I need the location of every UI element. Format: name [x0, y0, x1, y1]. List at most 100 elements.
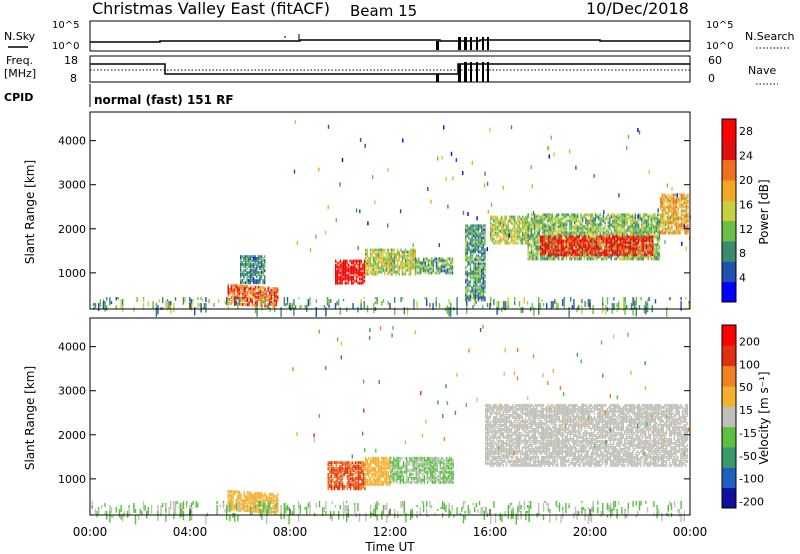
velocity-colorbar-segment: [722, 365, 736, 387]
velocity-colorbar-segment: [722, 345, 736, 367]
velocity-scatter-region: [327, 461, 366, 491]
time-tick-label: 16:00: [473, 525, 508, 539]
time-tick-label: 00:00: [673, 525, 708, 539]
date-label: 10/Dec/2018: [586, 0, 689, 18]
power-scatter-region: [415, 257, 454, 275]
cpid-value: normal (fast) 151 RF: [94, 93, 234, 107]
power-y-axis-label: Slant Range [km]: [23, 160, 37, 264]
velocity-colorbar-tick-label: -50: [739, 450, 757, 463]
time-axis: 00:00 04:00 08:00 12:00 16:00 20:00 00:00: [73, 303, 708, 539]
velocity-y-axis-label: Slant Range [km]: [23, 366, 37, 470]
velocity-colorbar-tick-label: 200: [739, 335, 760, 348]
freq-left-tick-bottom: 8: [70, 72, 77, 85]
power-y-tick-label: 2000: [58, 223, 86, 236]
velocity-scatter-region: [485, 403, 688, 467]
velocity-colorbar-tick-label: 15: [739, 404, 753, 417]
power-scatter-region: [540, 235, 654, 257]
frequency-panel: [89, 55, 691, 83]
time-tick-label: 20:00: [573, 525, 608, 539]
velocity-colorbar-frame: [721, 324, 737, 509]
nave-right-tick-bottom: 0: [708, 72, 715, 85]
power-colorbar-segment: [722, 261, 736, 283]
time-tick-label: 04:00: [173, 525, 208, 539]
power-colorbar-tick-label: 8: [739, 247, 746, 260]
power-y-axis: 1000 2000 3000 4000: [58, 135, 690, 280]
velocity-colorbar-tick-label: -15: [739, 427, 757, 440]
power-colorbar-segment: [722, 119, 736, 140]
power-colorbar-tick-label: 4: [739, 272, 746, 285]
velocity-colorbar-tick-label: -100: [739, 473, 764, 486]
power-colorbar-tick-label: 28: [739, 125, 753, 138]
noise-left-tick-bottom: 10^0: [52, 41, 79, 52]
time-tick-label: 08:00: [273, 525, 308, 539]
power-y-tick-label: 4000: [58, 135, 86, 148]
nsearch-label: N.Search: [745, 30, 795, 43]
power-colorbar-frame: [721, 118, 737, 303]
nave-label: Nave: [748, 64, 776, 77]
noise-gap-bars: [436, 37, 489, 50]
velocity-colorbar-segment: [722, 487, 736, 509]
beam-label: Beam 15: [350, 2, 417, 20]
power-colorbar-segment: [722, 139, 736, 161]
velocity-y-tick-label: 1000: [58, 473, 86, 486]
velocity-colorbar-segment: [722, 386, 736, 407]
frequency-trace: [90, 63, 690, 75]
noise-left-tick-top: 10^5: [52, 20, 79, 31]
noise-right-tick-bottom: 10^0: [706, 41, 733, 52]
velocity-scatter-region: [91, 500, 685, 525]
noise-panel: [89, 20, 691, 52]
power-scatter-region: [93, 297, 690, 318]
velocity-scatter-region: [365, 456, 391, 486]
freq-left-tick-top: 18: [64, 54, 78, 67]
power-scatter-region: [335, 259, 366, 285]
power-colorbar-tick-label: 20: [739, 174, 753, 187]
velocity-sparse-echoes: [292, 324, 690, 460]
velocity-colorbar-segment: [722, 325, 736, 346]
time-tick-label: 00:00: [73, 525, 108, 539]
velocity-y-tick-label: 3000: [58, 385, 86, 398]
nsky-trace: [90, 39, 690, 43]
power-colorbar-label: Power [dB]: [757, 179, 771, 244]
cpid-label: CPID: [4, 91, 33, 104]
power-colorbar-segment: [722, 159, 736, 181]
nave-right-tick-top: 60: [708, 54, 722, 67]
power-y-tick-label: 3000: [58, 179, 86, 192]
power-colorbar-tick-label: 12: [739, 223, 753, 236]
freq-label-line1: Freq.: [6, 54, 33, 67]
noise-right-tick-top: 10^5: [706, 20, 733, 31]
power-y-tick-label: 1000: [58, 267, 86, 280]
x-axis-label: Time UT: [364, 540, 415, 554]
velocity-colorbar: 200 100 50 15 -15 -50 -100 -200: [721, 324, 764, 509]
velocity-colorbar-segment: [722, 447, 736, 468]
frequency-gap-bars: [436, 62, 489, 82]
power-colorbar: 4 8 12 16 20 24 28: [721, 118, 753, 303]
power-scatter-region: [240, 255, 266, 285]
power-data-layer: [93, 119, 691, 318]
power-colorbar-segment: [722, 200, 736, 222]
power-panel-frame: [89, 111, 691, 310]
velocity-scatter-region: [390, 456, 454, 484]
velocity-colorbar-tick-label: 50: [739, 381, 753, 394]
plot-title: Christmas Valley East (fitACF): [92, 0, 330, 18]
velocity-colorbar-segment: [722, 406, 736, 428]
freq-label-line2: [MHz]: [4, 67, 36, 80]
power-scatter-region: [490, 215, 529, 245]
velocity-y-axis: 1000 2000 3000 4000: [58, 341, 690, 486]
power-scatter-region: [365, 248, 416, 276]
velocity-colorbar-tick-label: 100: [739, 358, 760, 371]
velocity-scatter-region: [227, 489, 279, 515]
power-scatter-region: [465, 224, 486, 302]
time-tick-label: 12:00: [373, 525, 408, 539]
velocity-y-tick-label: 4000: [58, 341, 86, 354]
velocity-y-tick-label: 2000: [58, 429, 86, 442]
power-sparse-echoes: [293, 119, 691, 253]
power-colorbar-segment: [722, 220, 736, 242]
power-colorbar-tick-label: 16: [739, 198, 753, 211]
power-colorbar-segment: [722, 241, 736, 262]
velocity-colorbar-segment: [722, 467, 736, 489]
velocity-colorbar-tick-label: -200: [739, 496, 764, 509]
velocity-colorbar-label: Velocity [m s⁻¹]: [757, 371, 771, 464]
power-colorbar-segment: [722, 180, 736, 201]
velocity-data-layer: [91, 324, 690, 525]
